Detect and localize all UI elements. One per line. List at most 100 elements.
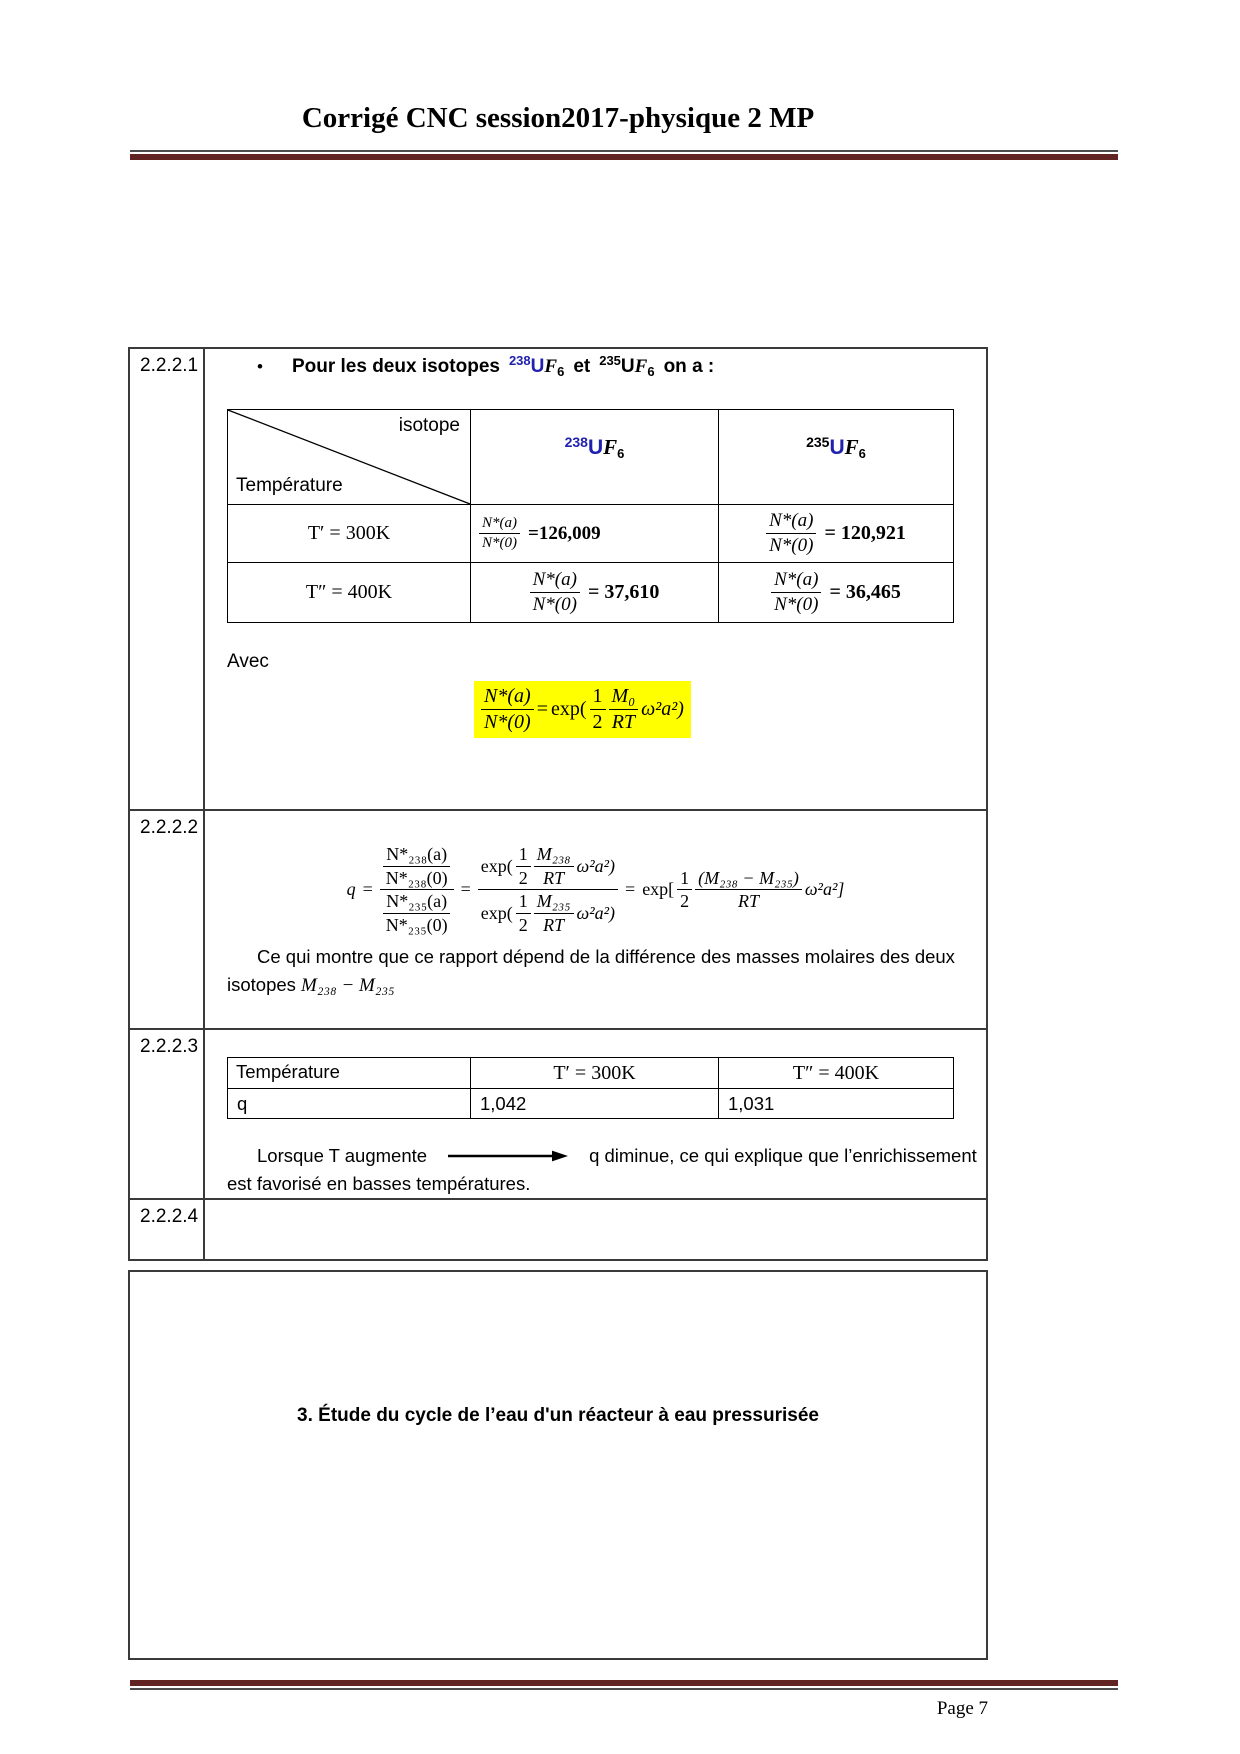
page-number: Page 7 [936,1698,988,1719]
row-2224-content [205,1200,986,1259]
temp-300-label: T′ = 300K [228,505,471,563]
q-value-400: 1,031 [728,1092,775,1114]
column-header-238uf6: 238UF6 [471,410,719,505]
note-before-arrow: Lorsque T augmente [257,1145,428,1166]
cell-ratio-400-238: N*(a) N*(0) = 37,610 [471,563,719,622]
row-2-2-2-4: 2.2.2.4 [130,1200,986,1259]
ratio-fraction: N*(a) N*(0) [529,568,580,617]
ratio-value-300-235: = 120,921 [824,522,906,544]
row-2-2-2-2: 2.2.2.2 q = N*₂₃₈(a) N*₂₃₈(0) N*₂₃₅(a) N*₂… [130,811,986,1030]
equals-sign: = [625,879,636,899]
q-row-label: q [228,1089,471,1118]
corner-label-temperature: Température [236,475,343,496]
cell-ratio-400-235: N*(a) N*(0) = 36,465 [719,563,953,622]
section-number-2224: 2.2.2.4 [130,1200,205,1259]
conclusion-line2-text: isotopes [227,974,296,995]
mass-difference-fraction: (M₂₃₈ − M₂₃₅) RT [695,867,802,913]
corner-cell: isotope Température [228,410,471,505]
isotope-235-formula: 235UF6 [599,353,655,379]
intro-connector: et [573,356,591,377]
intro-suffix: on a : [663,356,715,377]
q-symbol: q [346,879,356,899]
equals-sign: = [362,879,373,899]
lhs-ratio-fraction: N*(a) N*(0) [481,684,534,735]
cell-ratio-300-238: N*(a) N*(0) =126,009 [471,505,719,563]
ratio-value-400-235: = 36,465 [829,581,901,603]
page-title: Corrigé CNC session2017-physique 2 MP [301,102,815,134]
isotope-238-formula: 238UF6 [508,353,565,379]
note-line2: est favorisé en basses températures. [227,1173,531,1194]
section-number-2223: 2.2.2.3 [130,1030,205,1198]
footer-rule-thin-line [130,1688,1118,1690]
note-after-arrow: q diminue, ce qui explique que l’enrichi… [589,1145,977,1166]
q-ratio-equation: q = N*₂₃₈(a) N*₂₃₈(0) N*₂₃₅(a) N*₂₃₅(0) = … [227,843,964,936]
header-rule [130,150,1118,160]
footer-rule [130,1680,1118,1690]
avec-label: Avec [227,651,269,672]
omega-term: ω²a²) [576,855,616,876]
column-header-235uf6: 235UF6 [719,410,953,505]
m235-over-rt-fraction: M₂₃₅ RT [533,890,574,936]
row-2222-content: q = N*₂₃₈(a) N*₂₃₈(0) N*₂₃₅(a) N*₂₃₅(0) = … [205,811,986,1028]
omega-term: ω²a²) [576,902,616,923]
ratio-value-300-238: =126,009 [528,522,601,544]
m238-over-rt-fraction: M₂₃₈ RT [533,843,574,889]
ratio-fraction: N*(a) N*(0) [766,509,817,558]
nested-ratio-fraction: N*₂₃₈(a) N*₂₃₈(0) N*₂₃₅(a) N*₂₃₅(0) [379,843,454,936]
q-table-400-header: T″ = 400K [719,1058,953,1089]
row-2-2-2-3: 2.2.2.3 Température T′ = 300K T″ = 400K … [130,1030,986,1200]
ratio-fraction: N*(a) N*(0) [479,514,520,553]
isotope-238-header-formula: 238UF6 [564,434,625,461]
ratio-value-400-238: = 37,610 [587,581,660,603]
intro-prefix: Pour les deux isotopes [291,356,500,377]
header-rule-thin-line [130,150,1118,152]
q-value-300: 1,042 [471,1089,719,1118]
row-2223-content: Température T′ = 300K T″ = 400K q 1,042 … [205,1030,986,1198]
ratio-fraction: N*(a) N*(0) [771,568,822,617]
q-table-temp-header: Température [228,1058,471,1089]
isotope-ratio-table: isotope Température 238UF6 235UF6 T′ = 3… [227,409,954,623]
cell-ratio-300-235: N*(a) N*(0) = 120,921 [719,505,953,563]
n235-fraction: N*₂₃₅(a) N*₂₃₅(0) [383,890,451,936]
solutions-table: 2.2.2.1 • Pour les deux isotopes 238UF6 … [128,347,988,1261]
header-rule-thick-line [130,154,1118,160]
part3-title: 3. Étude du cycle de l’eau d'un réacteur… [297,1405,819,1426]
section-number-2221: 2.2.2.1 [130,349,205,809]
q-table-300-header: T′ = 300K [471,1058,719,1089]
m0-over-rt-fraction: M₀ RT [608,684,639,735]
section-number-2222: 2.2.2.2 [130,811,205,1028]
equals-sign: = [536,698,548,720]
omega-term: ω²a²] [804,879,845,899]
row-2-2-2-1: 2.2.2.1 • Pour les deux isotopes 238UF6 … [130,349,986,811]
temp-400-label: T″ = 400K [228,563,471,622]
n238-fraction: N*₂₃₈(a) N*₂₃₈(0) [383,843,451,889]
note-line1: Lorsque T augmente q diminue, ce qui exp… [257,1145,978,1167]
footer-rule-thick-line [130,1680,1118,1686]
corner-label-isotope: isotope [398,415,460,436]
bullet-icon: • [257,357,263,376]
exp-open: exp( [551,698,587,720]
mass-difference-inline: M₂₃₈ − M₂₃₅ [301,975,395,996]
isotope-235-header-formula: 235UF6 [806,434,866,461]
equals-sign: = [460,879,471,899]
omega-term: ω²a²) [641,698,684,720]
row-2221-content: • Pour les deux isotopes 238UF6 et 235UF… [205,349,986,809]
diagonal-line [228,410,470,504]
part3-box: 3. Étude du cycle de l’eau d'un réacteur… [128,1270,988,1660]
q-results-table: Température T′ = 300K T″ = 400K q 1,042 … [227,1057,954,1119]
intro-line: • Pour les deux isotopes 238UF6 et 235UF… [257,353,978,379]
right-arrow-icon [448,1150,569,1162]
conclusion-line1: Ce qui montre que ce rapport dépend de l… [257,946,955,967]
conclusion-line2: isotopes M₂₃₈ − M₂₃₅ [227,974,978,997]
